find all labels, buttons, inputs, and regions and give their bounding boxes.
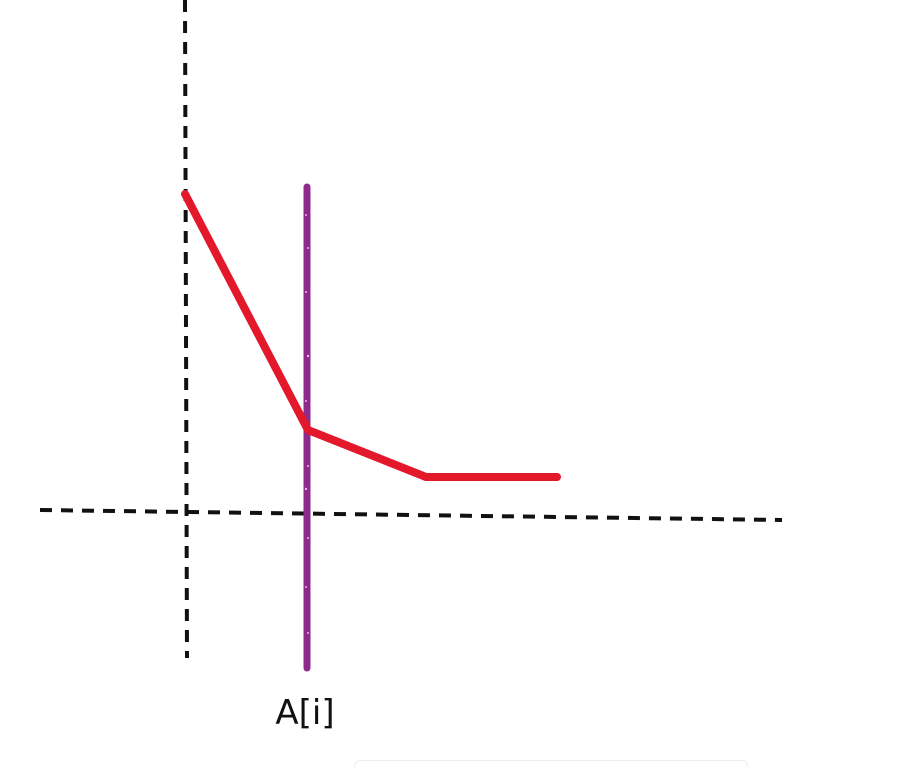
horizontal-dashed-axis bbox=[39, 508, 783, 522]
vertical-dashed-axis bbox=[183, 0, 189, 659]
purple-bar-sparkles bbox=[304, 214, 310, 634]
red-curve bbox=[181, 190, 561, 481]
bar-label: A[i] bbox=[275, 693, 334, 733]
bottom-panel-edge bbox=[354, 760, 748, 767]
